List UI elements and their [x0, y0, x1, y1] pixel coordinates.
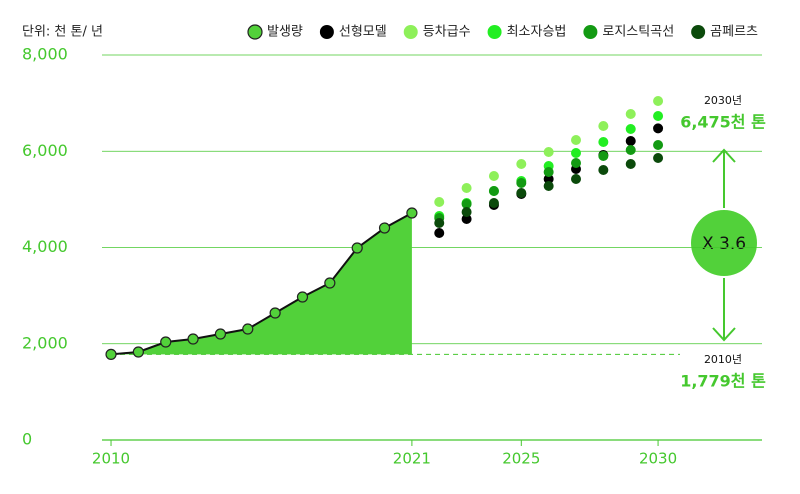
area	[111, 212, 412, 355]
point	[242, 323, 254, 335]
legend-label: 곰페르츠	[710, 25, 758, 40]
legend-marker	[487, 25, 502, 39]
point	[132, 346, 144, 358]
point	[488, 186, 499, 197]
arrow-down	[712, 278, 736, 342]
x-tick-label: 2010	[92, 450, 130, 468]
point	[653, 139, 664, 150]
point	[351, 242, 363, 254]
point	[324, 277, 336, 289]
point	[434, 197, 445, 208]
point	[653, 96, 664, 107]
point	[625, 109, 636, 120]
point	[516, 178, 527, 189]
legend-label: 로지스틱곡선	[602, 25, 674, 40]
point	[625, 159, 636, 170]
end-value: 6,475천 톤	[680, 113, 766, 132]
point	[461, 214, 472, 225]
point	[543, 147, 554, 158]
end-year: 2030년	[704, 94, 742, 107]
start-year: 2010년	[704, 353, 742, 366]
legend-marker	[403, 25, 418, 39]
legend-label: 등차급수	[423, 25, 471, 40]
legend-marker	[319, 25, 334, 39]
point	[214, 328, 227, 340]
legend-label: 최소자승법	[507, 25, 567, 40]
legend-marker	[691, 25, 706, 39]
legend-label: 발생량	[267, 25, 303, 40]
point	[105, 348, 117, 360]
x-tick-label: 2025	[502, 450, 540, 468]
point	[406, 207, 418, 219]
point	[461, 206, 472, 217]
point	[653, 111, 664, 122]
y-tick-label: 4,000	[22, 237, 68, 256]
point	[378, 222, 391, 234]
point	[625, 124, 636, 135]
point	[598, 165, 609, 176]
point	[543, 166, 554, 177]
unit-label: 단위: 천 톤/ 년	[22, 25, 103, 40]
start-value: 1,779천 톤	[680, 372, 766, 391]
x-tick-label: 2030	[639, 450, 677, 468]
point	[571, 134, 582, 145]
point	[571, 174, 582, 185]
point	[488, 197, 499, 208]
point	[543, 174, 554, 185]
point	[653, 123, 664, 134]
point	[461, 198, 472, 209]
arrow-up	[712, 148, 736, 208]
point	[598, 151, 609, 162]
point	[598, 137, 609, 148]
point	[571, 147, 582, 158]
y-tick-label: 2,000	[22, 333, 68, 352]
point	[160, 336, 172, 348]
point	[269, 307, 281, 319]
point	[516, 188, 527, 199]
point	[187, 333, 199, 345]
y-tick-label: 8,000	[22, 45, 68, 64]
point	[434, 228, 445, 239]
ratio-label: X 3.6	[702, 234, 746, 254]
point	[488, 170, 499, 181]
point	[461, 183, 472, 194]
point	[625, 144, 636, 155]
point	[543, 180, 554, 191]
y-tick-label: 0	[22, 430, 32, 449]
legend-marker	[583, 25, 598, 39]
point	[625, 135, 636, 146]
point	[571, 157, 582, 168]
point	[296, 291, 309, 303]
x-tick-label: 2021	[393, 450, 431, 468]
point	[516, 159, 527, 170]
ratio-circle	[691, 210, 757, 276]
legend-label: 선형모델	[339, 25, 387, 40]
point	[434, 218, 445, 229]
legend-marker	[247, 24, 263, 40]
point	[598, 120, 609, 131]
point	[653, 152, 664, 163]
y-tick-label: 6,000	[22, 141, 68, 160]
